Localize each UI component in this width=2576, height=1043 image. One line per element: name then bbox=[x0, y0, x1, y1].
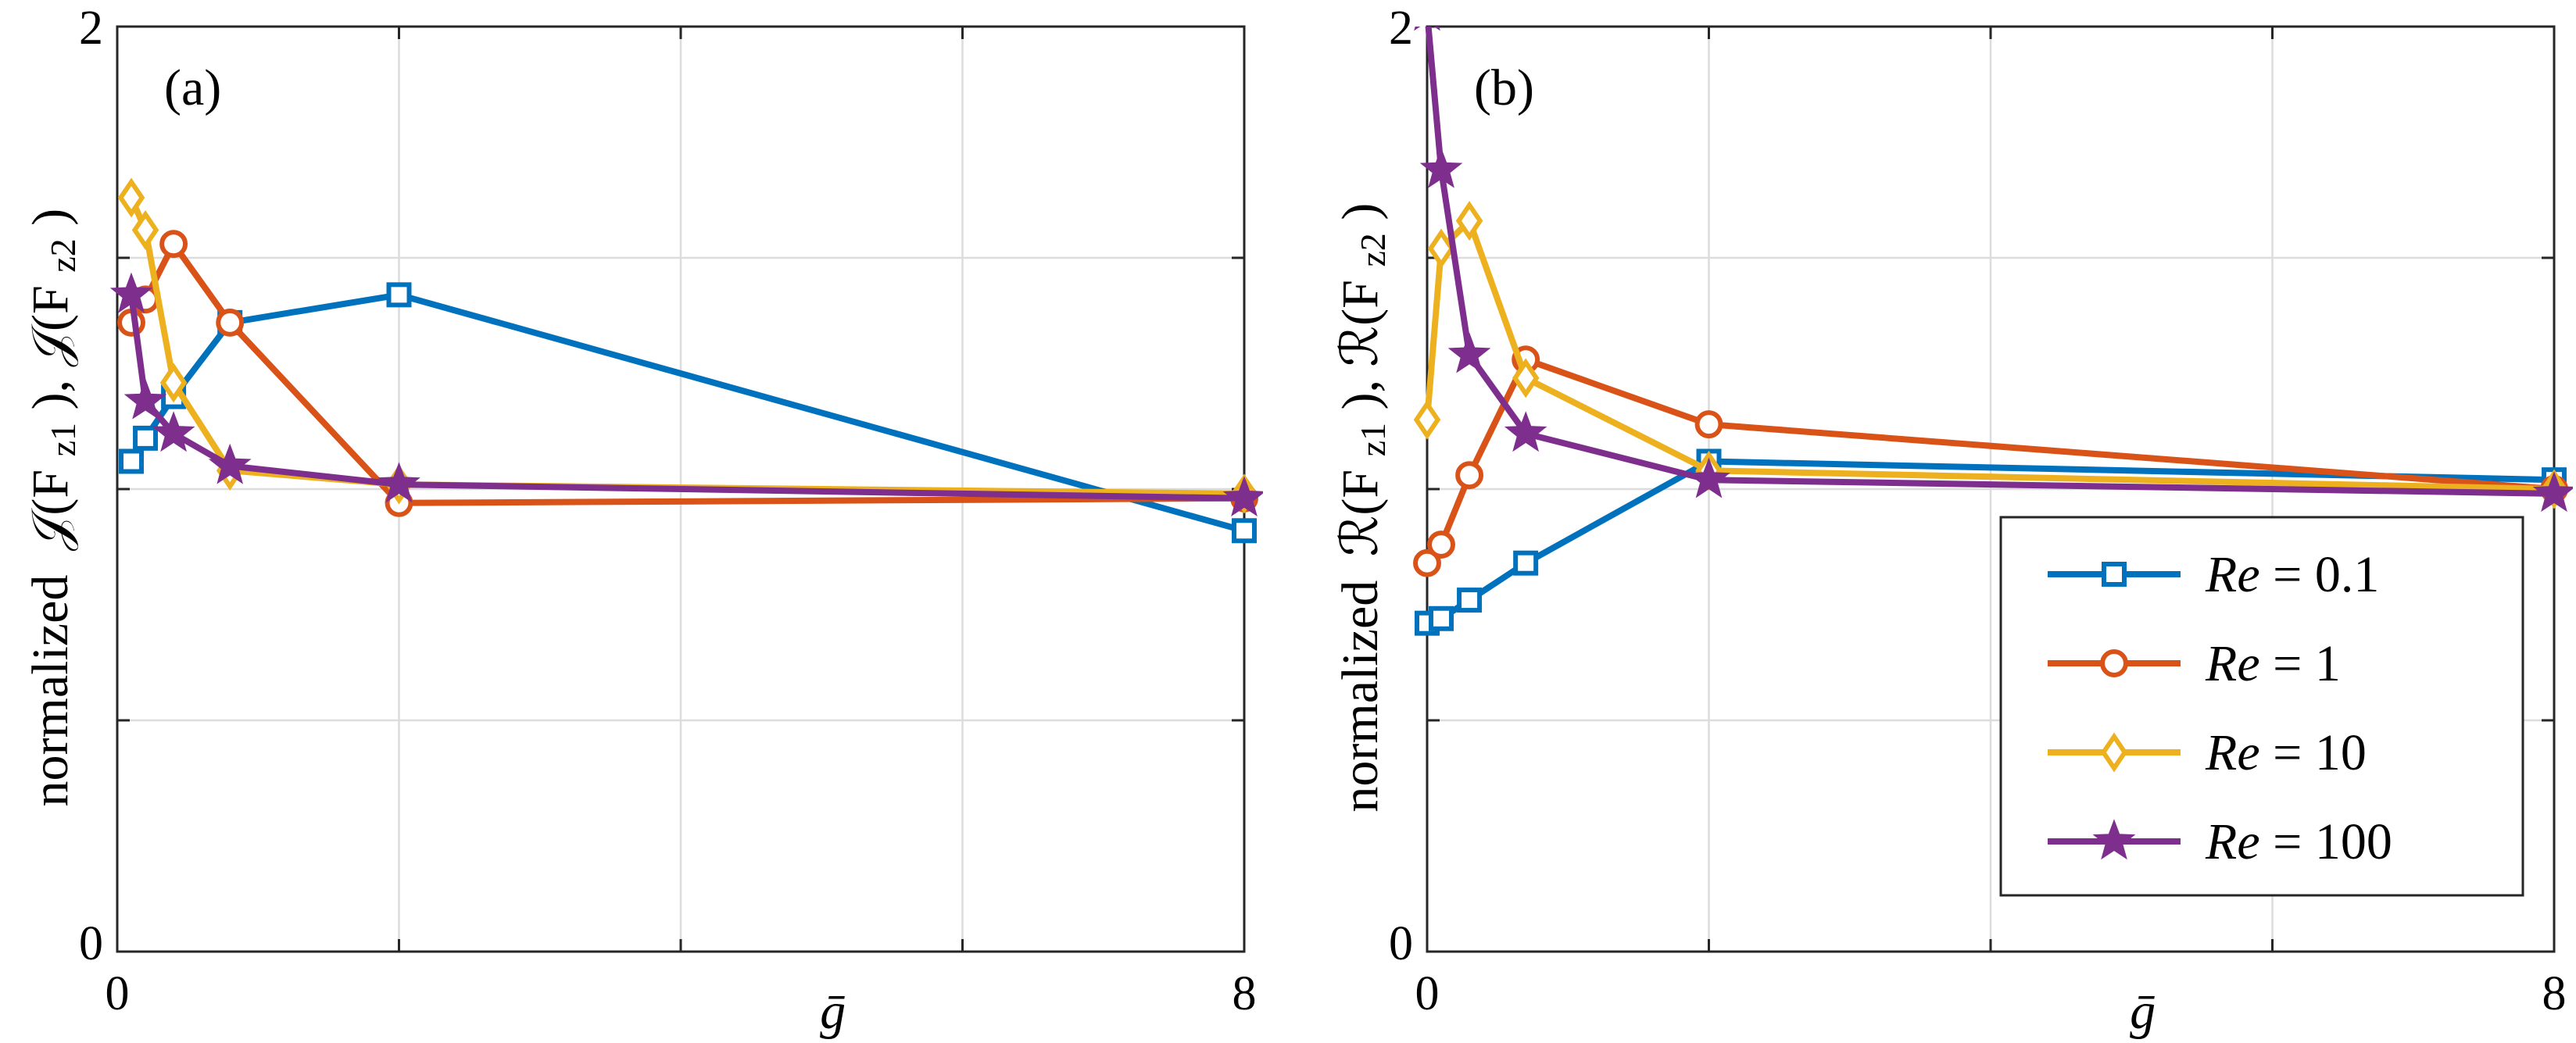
legend-label-re-1-var: Re bbox=[2205, 635, 2260, 692]
panel-a-ylabel-sub2: z2 bbox=[43, 238, 83, 272]
legend-swatch-re-100 bbox=[2048, 819, 2181, 860]
panel-b-point-re-100-4 bbox=[1687, 457, 1730, 498]
legend-entry-re-100: Re = 100 bbox=[2048, 813, 2392, 870]
legend-marker-re-100 bbox=[2092, 819, 2136, 860]
panel-a-point-re-10-0 bbox=[117, 177, 145, 218]
panel-a-point-re-0-1-4 bbox=[386, 282, 412, 308]
panel-a-point-re-100-2 bbox=[152, 411, 195, 452]
panel-b-ylabel-formula: ℛ(F bbox=[1332, 470, 1389, 556]
panel-b-point-re-10-0 bbox=[1413, 399, 1441, 440]
legend-label-re-0-1-val: = 0.1 bbox=[2260, 546, 2380, 603]
panel-a-ylabel-end: ) bbox=[22, 209, 79, 226]
panel-b-ytick-bottom: 0 bbox=[1389, 917, 1413, 970]
panel-a-point-re-10-1 bbox=[131, 209, 159, 250]
panel-a-xtick-right: 8 bbox=[1233, 967, 1257, 1020]
panel-a-ytick-top: 2 bbox=[79, 2, 103, 55]
legend-marker-re-0-1 bbox=[2102, 562, 2127, 587]
panel-a-point-re-100-1 bbox=[123, 378, 167, 420]
panel-a-line-re-10 bbox=[128, 195, 1247, 497]
panel-b-point-re-0-1-2 bbox=[1457, 588, 1483, 613]
legend-label-re-10-var: Re bbox=[2205, 724, 2260, 781]
panel-a-point-re-100-0 bbox=[109, 272, 153, 313]
panel-b-xtick-left: 0 bbox=[1415, 967, 1440, 1020]
legend-label-re-100: Re = 100 bbox=[2205, 813, 2392, 870]
panel-b-ylabel-sub1: z1 bbox=[1353, 423, 1393, 456]
panel-b-series bbox=[1413, 27, 2573, 636]
panel-a-point-re-100-5 bbox=[1222, 476, 1263, 517]
panel-b-line-re-100 bbox=[1425, 27, 2557, 497]
panel-a-point-re-100-4 bbox=[377, 462, 420, 503]
panel-a-ylabel-prefix: normalized bbox=[22, 575, 79, 807]
legend-entry-re-1: Re = 1 bbox=[2048, 635, 2341, 692]
legend-label-re-0-1: Re = 0.1 bbox=[2205, 546, 2379, 603]
panel-b-ylabel: normalized ℛ(F z1 ), ℛ(F z2 ) bbox=[1332, 203, 1397, 813]
panel-b-ylabel-prefix: normalized bbox=[1332, 580, 1389, 813]
panel-b-xlabel: ḡ bbox=[2130, 983, 2156, 1040]
panel-b-series-re-10 bbox=[1413, 201, 2568, 509]
legend-label-re-10-val: = 10 bbox=[2260, 724, 2367, 781]
panel-b-ylabel-sub2: z2 bbox=[1353, 233, 1393, 266]
panel-a-point-re-10-2 bbox=[159, 363, 188, 403]
panel-b-series-re-100 bbox=[1414, 27, 2573, 513]
legend-box bbox=[1999, 516, 2524, 897]
panel-b-line-re-10 bbox=[1424, 217, 2557, 492]
panel-a: (a) 2 0 0 8 ḡ normalized 𝒥(F z1 ), 𝒥(F z… bbox=[22, 2, 1263, 1040]
panel-b-point-re-10-1 bbox=[1427, 228, 1455, 269]
panel-a-point-re-1-2 bbox=[159, 230, 188, 259]
panel-a-point-re-1-3 bbox=[216, 308, 245, 337]
panel-b-point-re-100-2 bbox=[1447, 332, 1491, 373]
panel-b-ytick-top: 2 bbox=[1389, 2, 1413, 55]
panel-b-point-re-100-3 bbox=[1504, 411, 1547, 452]
panel-a-series-re-10 bbox=[117, 177, 1258, 514]
legend-label-re-100-var: Re bbox=[2205, 813, 2260, 870]
panel-b-point-re-100-5 bbox=[2532, 471, 2573, 513]
panel-a-point-re-0-1-0 bbox=[119, 448, 145, 474]
panel-a-series-re-100 bbox=[109, 272, 1263, 517]
panel-b-label: (b) bbox=[1474, 59, 1534, 116]
panel-a-point-re-0-1-1 bbox=[133, 425, 159, 451]
legend-entry-re-0-1: Re = 0.1 bbox=[2048, 546, 2379, 603]
panel-a-series bbox=[109, 177, 1263, 544]
panel-a-ylabel-formula: 𝒥(F bbox=[22, 470, 79, 551]
legend-label-re-10: Re = 10 bbox=[2205, 724, 2367, 781]
legend: Re = 0.1 Re = 1 Re = 10 Re = 100 bbox=[1999, 516, 2524, 897]
panel-a-ylabel-sub1: z1 bbox=[43, 423, 83, 456]
legend-label-re-1-val: = 1 bbox=[2260, 635, 2341, 692]
panel-b-point-re-10-2 bbox=[1455, 201, 1483, 241]
panel-a-ylabel: normalized 𝒥(F z1 ), 𝒥(F z2 ) bbox=[22, 209, 87, 807]
panel-a-xtick-left: 0 bbox=[106, 967, 130, 1020]
panel-a-ytick-bottom: 0 bbox=[79, 917, 103, 970]
panel-b-point-re-1-0 bbox=[1413, 548, 1441, 577]
panel-b-point-re-100-0 bbox=[1414, 27, 1440, 31]
legend-swatch-re-10 bbox=[2048, 732, 2181, 773]
legend-marker-re-10 bbox=[2100, 732, 2128, 773]
legend-label-re-100-val: = 100 bbox=[2260, 813, 2392, 870]
panel-a-point-re-0-1-5 bbox=[1232, 518, 1257, 544]
legend-entry-re-10: Re = 10 bbox=[2048, 724, 2367, 781]
panel-b-ylabel-mid: ), ℛ(F bbox=[1332, 280, 1389, 409]
legend-label-re-0-1-var: Re bbox=[2205, 546, 2260, 603]
panel-a-line-re-100 bbox=[128, 291, 1247, 502]
legend-swatch-re-0-1 bbox=[2048, 562, 2181, 587]
panel-a-ylabel-mid: ), 𝒥(F bbox=[22, 285, 79, 409]
panel-b-ylabel-end: ) bbox=[1332, 203, 1389, 220]
panel-b-point-re-0-1-1 bbox=[1429, 605, 1454, 631]
panel-a-xlabel: ḡ bbox=[820, 983, 846, 1040]
panel-b: (b) 2 0 0 8 ḡ normalized ℛ(F z1 ), ℛ(F z… bbox=[1332, 2, 2573, 1040]
legend-swatch-re-1 bbox=[2048, 649, 2181, 677]
legend-marker-re-1 bbox=[2100, 649, 2128, 677]
panel-b-point-re-100-1 bbox=[1419, 147, 1463, 188]
panel-b-point-re-1-4 bbox=[1694, 410, 1723, 439]
panel-b-point-re-0-1-3 bbox=[1513, 550, 1539, 576]
panel-a-point-re-100-3 bbox=[208, 443, 252, 484]
panel-b-point-re-1-1 bbox=[1427, 530, 1455, 559]
legend-label-re-1: Re = 1 bbox=[2205, 635, 2341, 692]
panel-b-point-re-1-2 bbox=[1455, 461, 1484, 490]
panel-a-label: (a) bbox=[164, 59, 221, 116]
panel-b-point-re-10-3 bbox=[1512, 358, 1540, 398]
panel-b-xtick-right: 8 bbox=[2542, 967, 2567, 1020]
